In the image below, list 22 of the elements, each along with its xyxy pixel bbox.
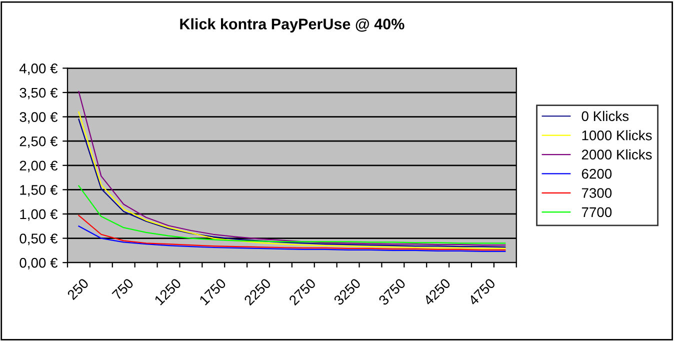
y-tick-label: 3,00 € — [20, 112, 58, 124]
chart-title: Klick kontra PayPerUse @ 40% — [180, 18, 404, 32]
line-series — [78, 214, 506, 250]
y-tick-label: 1,00 € — [20, 209, 58, 221]
x-tick-label: 750 — [112, 278, 134, 300]
y-tick-label: 2,00 € — [20, 160, 58, 172]
line-series — [78, 185, 506, 244]
legend-label: 0 Klicks — [582, 110, 629, 122]
x-tick-label: 250 — [66, 278, 90, 300]
legend-label: 1000 Klicks — [582, 130, 652, 140]
legend-label: 7700 — [582, 207, 612, 218]
y-tick-label: 0,50 € — [20, 234, 58, 246]
line-series — [78, 226, 506, 252]
legend-label: 2000 Klicks — [582, 149, 652, 160]
y-tick-label: 3,50 € — [20, 88, 58, 100]
legend-label: 7300 — [582, 188, 612, 198]
legend-label: 6200 — [582, 168, 612, 179]
y-tick-label: 1,50 € — [20, 185, 58, 196]
line-series — [78, 90, 506, 246]
y-tick-label: 0,00 € — [20, 258, 58, 270]
y-tick-label: 4,00 € — [19, 64, 58, 76]
y-tick-label: 2,50 € — [20, 136, 58, 148]
